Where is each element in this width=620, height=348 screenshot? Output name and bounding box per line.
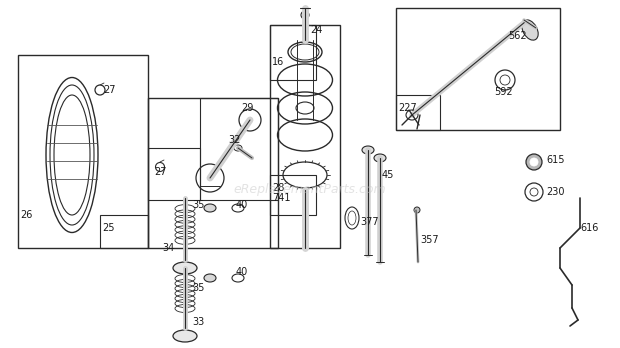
Bar xyxy=(148,98,278,248)
Circle shape xyxy=(526,154,542,170)
Text: 741: 741 xyxy=(272,193,291,203)
Bar xyxy=(270,25,316,80)
Bar xyxy=(148,148,200,200)
Text: eReplacementParts.com: eReplacementParts.com xyxy=(234,183,386,197)
Text: 16: 16 xyxy=(272,57,284,67)
Text: 377: 377 xyxy=(360,217,379,227)
Bar xyxy=(396,95,440,130)
Text: 592: 592 xyxy=(494,87,513,97)
Ellipse shape xyxy=(204,274,216,282)
Text: 357: 357 xyxy=(420,235,438,245)
Ellipse shape xyxy=(173,262,197,274)
Text: 34: 34 xyxy=(162,243,174,253)
Text: 227: 227 xyxy=(398,103,417,113)
Bar xyxy=(100,215,148,248)
Bar xyxy=(270,25,340,248)
Text: 35: 35 xyxy=(192,200,205,210)
Bar xyxy=(18,55,148,248)
Text: 230: 230 xyxy=(546,187,564,197)
Text: 28: 28 xyxy=(272,183,285,193)
Text: 562: 562 xyxy=(508,31,526,41)
Text: 40: 40 xyxy=(236,267,248,277)
Text: 35: 35 xyxy=(192,283,205,293)
Text: 40: 40 xyxy=(236,200,248,210)
Text: 27: 27 xyxy=(103,85,115,95)
Text: 32: 32 xyxy=(228,135,241,145)
Text: 25: 25 xyxy=(102,223,115,233)
Bar xyxy=(396,8,560,130)
Ellipse shape xyxy=(362,146,374,154)
Text: 24: 24 xyxy=(310,25,322,35)
Text: 616: 616 xyxy=(580,223,598,233)
Ellipse shape xyxy=(374,154,386,162)
Ellipse shape xyxy=(522,20,538,40)
Text: 45: 45 xyxy=(382,170,394,180)
Text: 33: 33 xyxy=(192,317,204,327)
Circle shape xyxy=(530,158,538,166)
Bar xyxy=(200,98,278,200)
Ellipse shape xyxy=(173,330,197,342)
Bar xyxy=(270,175,316,215)
Circle shape xyxy=(414,207,420,213)
Ellipse shape xyxy=(204,204,216,212)
Text: 26: 26 xyxy=(20,210,32,220)
Text: 27: 27 xyxy=(154,167,167,177)
Text: 615: 615 xyxy=(546,155,564,165)
Text: 29: 29 xyxy=(241,103,254,113)
